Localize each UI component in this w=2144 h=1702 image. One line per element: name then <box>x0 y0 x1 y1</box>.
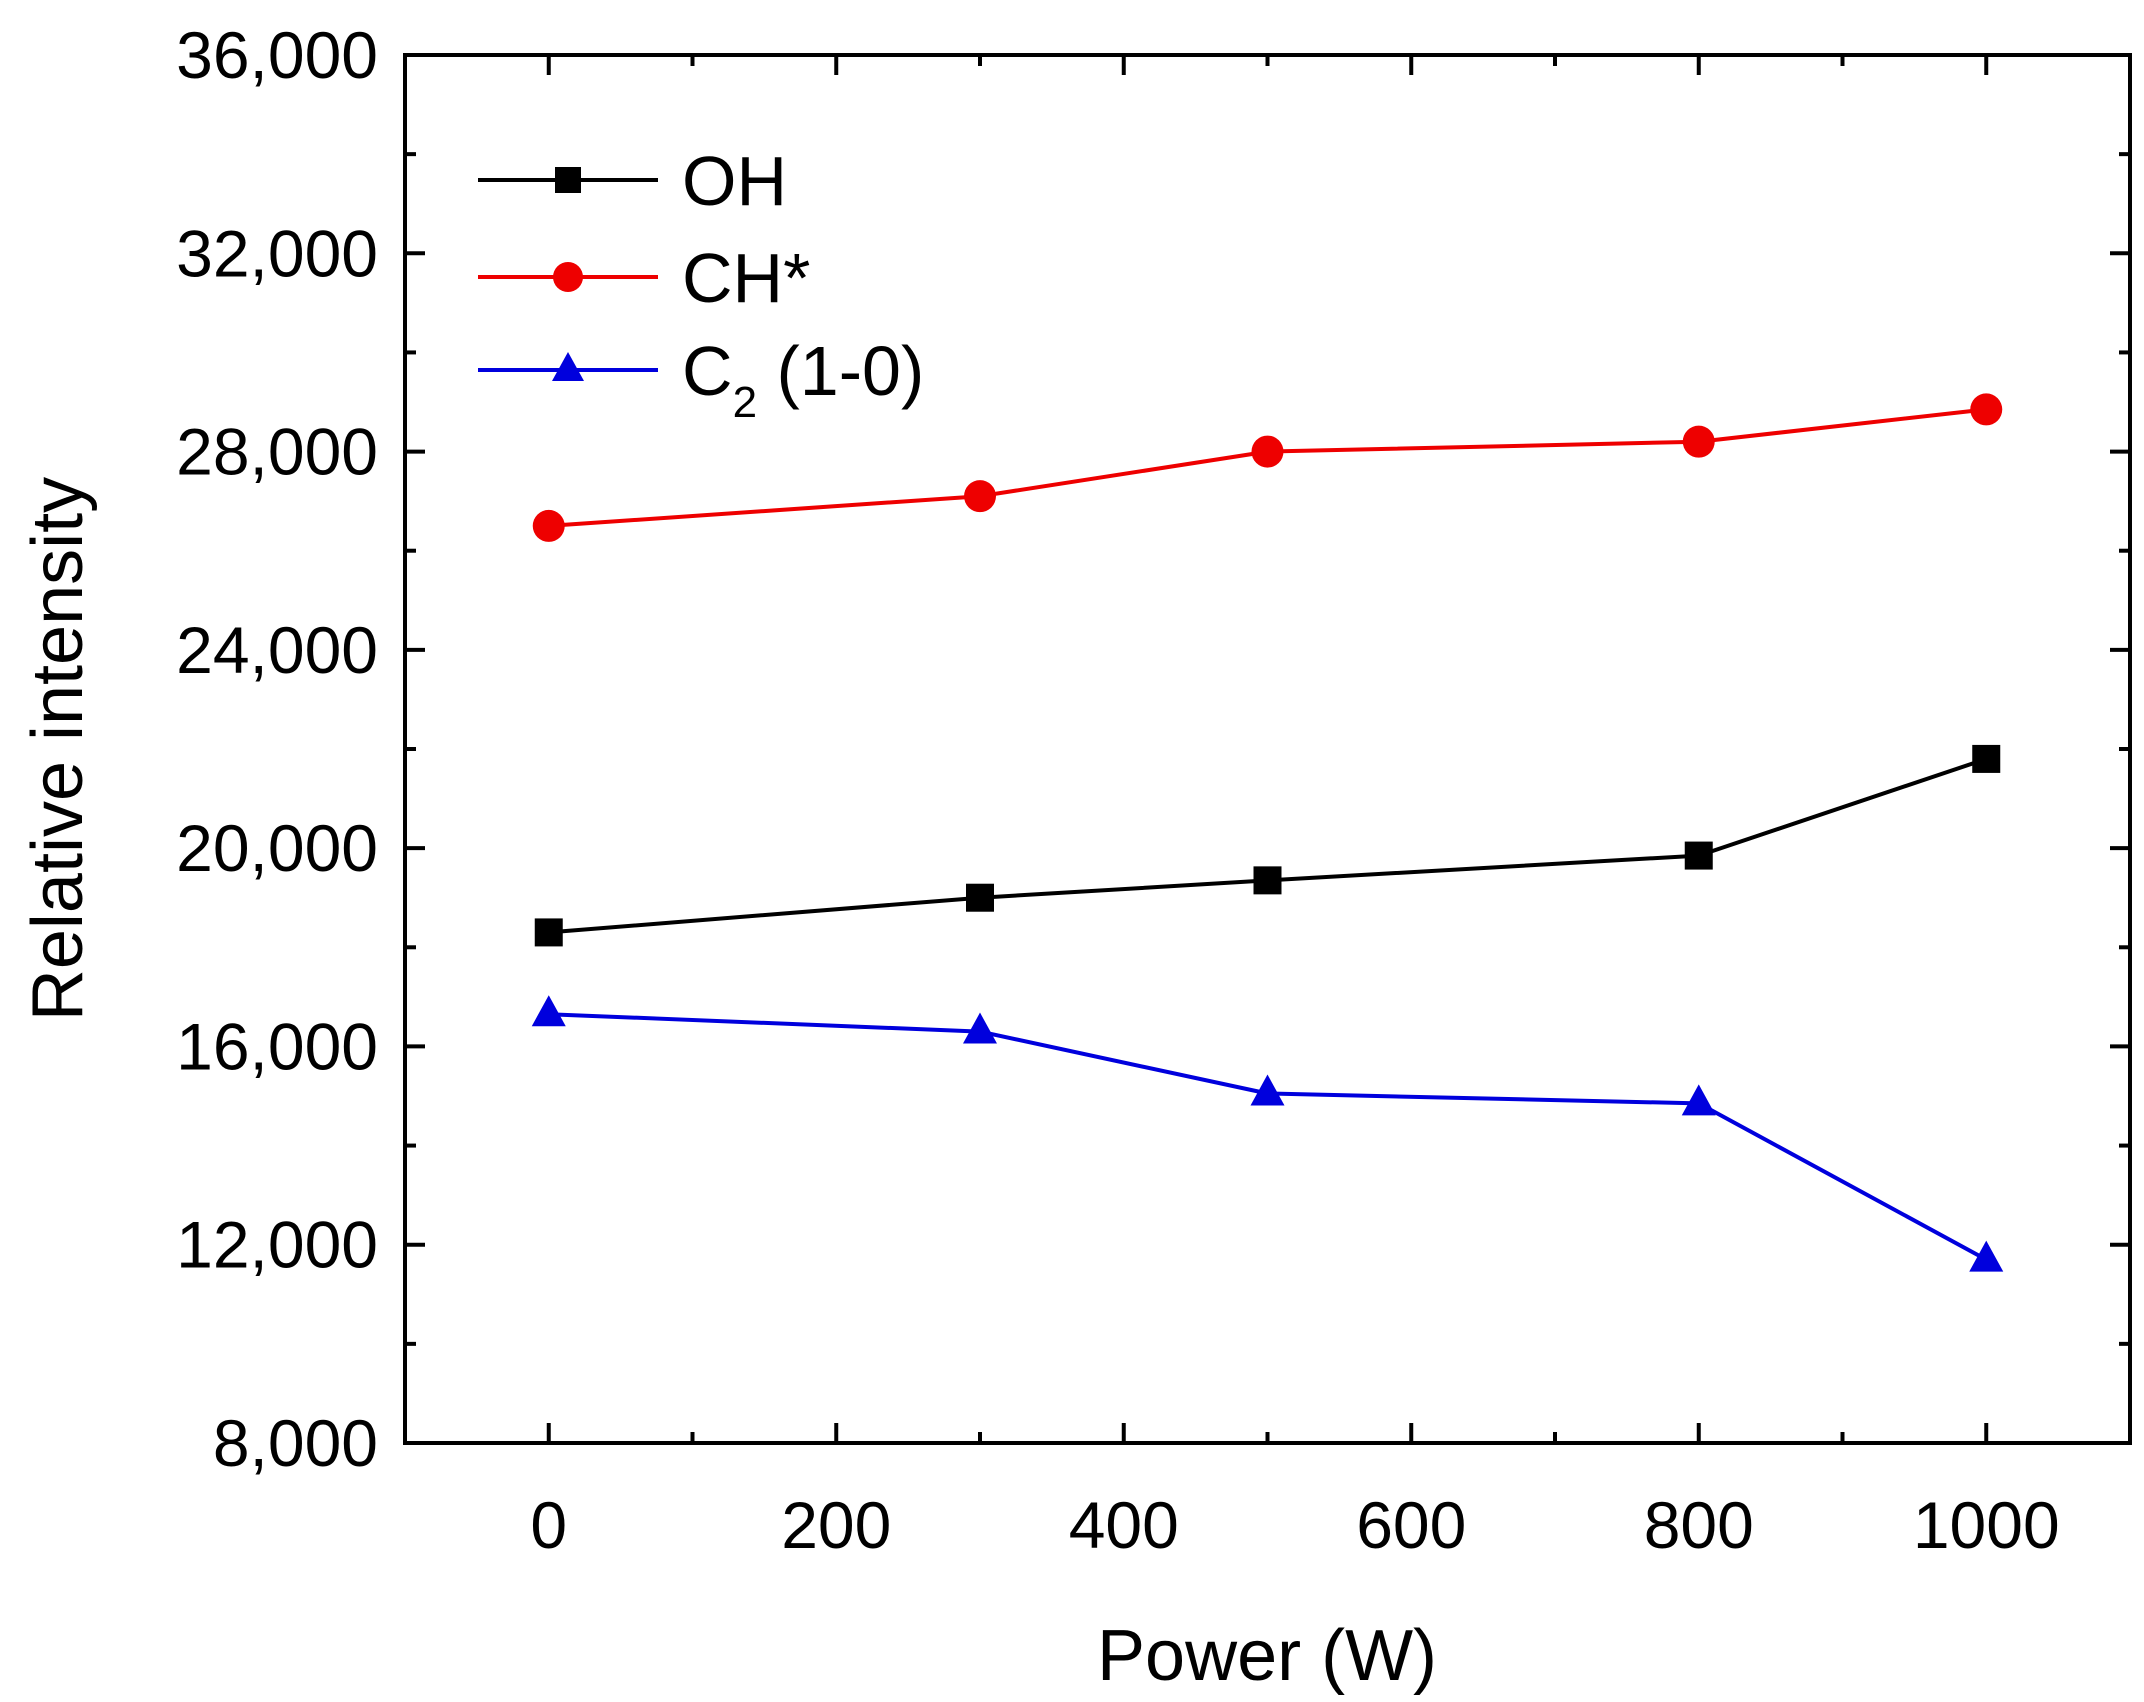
series-oh <box>534 744 2001 947</box>
x-axis-title: Power (W) <box>1097 1616 1437 1696</box>
legend-label-c2-sub: 2 <box>733 378 757 427</box>
x-tick-label: 800 <box>1644 1488 1754 1562</box>
legend-label-c2-rest: (1-0) <box>757 332 924 410</box>
legend-label-c2: C2 (1-0) <box>682 332 924 427</box>
x-tick-label: 400 <box>1069 1488 1179 1562</box>
series-layer <box>531 393 2004 1272</box>
series-line-ch <box>548 407 1987 528</box>
legend-label-ch: CH* <box>682 239 810 317</box>
data-point-ch <box>1251 435 1284 468</box>
x-tick-label: 200 <box>781 1488 891 1562</box>
plot-frame <box>403 53 2132 1445</box>
y-axis-title: Relative intensity <box>18 477 98 1021</box>
legend-marker-oh <box>555 167 581 193</box>
series-line-c2 <box>548 1012 1988 1262</box>
data-point-ch <box>1970 393 2003 426</box>
data-point-ch <box>964 480 996 513</box>
series-ch <box>532 393 2003 542</box>
y-tick-label: 12,000 <box>176 1208 378 1282</box>
legend-marker-c2 <box>552 352 584 381</box>
legend-label-oh: OH <box>682 142 787 220</box>
data-point-oh <box>1684 841 1713 870</box>
data-point-c2 <box>963 1012 997 1044</box>
y-tick-label: 8,000 <box>213 1406 378 1480</box>
x-tick-label: 0 <box>530 1488 567 1562</box>
x-tick-label: 1000 <box>1913 1488 2060 1562</box>
legend-item-ch: CH* <box>478 239 810 317</box>
data-point-oh <box>966 883 994 912</box>
data-point-ch <box>532 509 565 542</box>
data-point-c2 <box>1250 1074 1285 1106</box>
data-point-c2 <box>1681 1084 1716 1116</box>
y-tick-label: 20,000 <box>176 811 378 885</box>
y-tick-label: 36,000 <box>176 18 378 92</box>
legend: OH CH* C2 (1-0) <box>478 142 924 427</box>
data-point-oh <box>1253 866 1282 895</box>
data-point-ch <box>1682 425 1715 458</box>
data-point-c2 <box>1969 1240 2004 1272</box>
legend-label-c2-main: C <box>682 332 733 410</box>
series-c2 <box>531 995 2004 1272</box>
legend-marker-ch <box>553 262 583 292</box>
data-point-c2 <box>531 995 566 1027</box>
legend-item-oh: OH <box>478 142 787 220</box>
data-point-oh <box>1972 744 2001 773</box>
axis-ticks: 0 200 400 600 800 1000 8,000 12,000 16,000 20,000… <box>176 18 2132 1562</box>
data-point-oh <box>534 918 563 947</box>
y-tick-label: 16,000 <box>176 1009 378 1083</box>
y-tick-label: 32,000 <box>176 216 378 290</box>
x-tick-label: 600 <box>1356 1488 1466 1562</box>
y-tick-label: 28,000 <box>176 415 378 489</box>
legend-item-c2: C2 (1-0) <box>478 332 924 427</box>
series-line-oh <box>548 757 1987 935</box>
y-tick-label: 24,000 <box>176 613 378 687</box>
